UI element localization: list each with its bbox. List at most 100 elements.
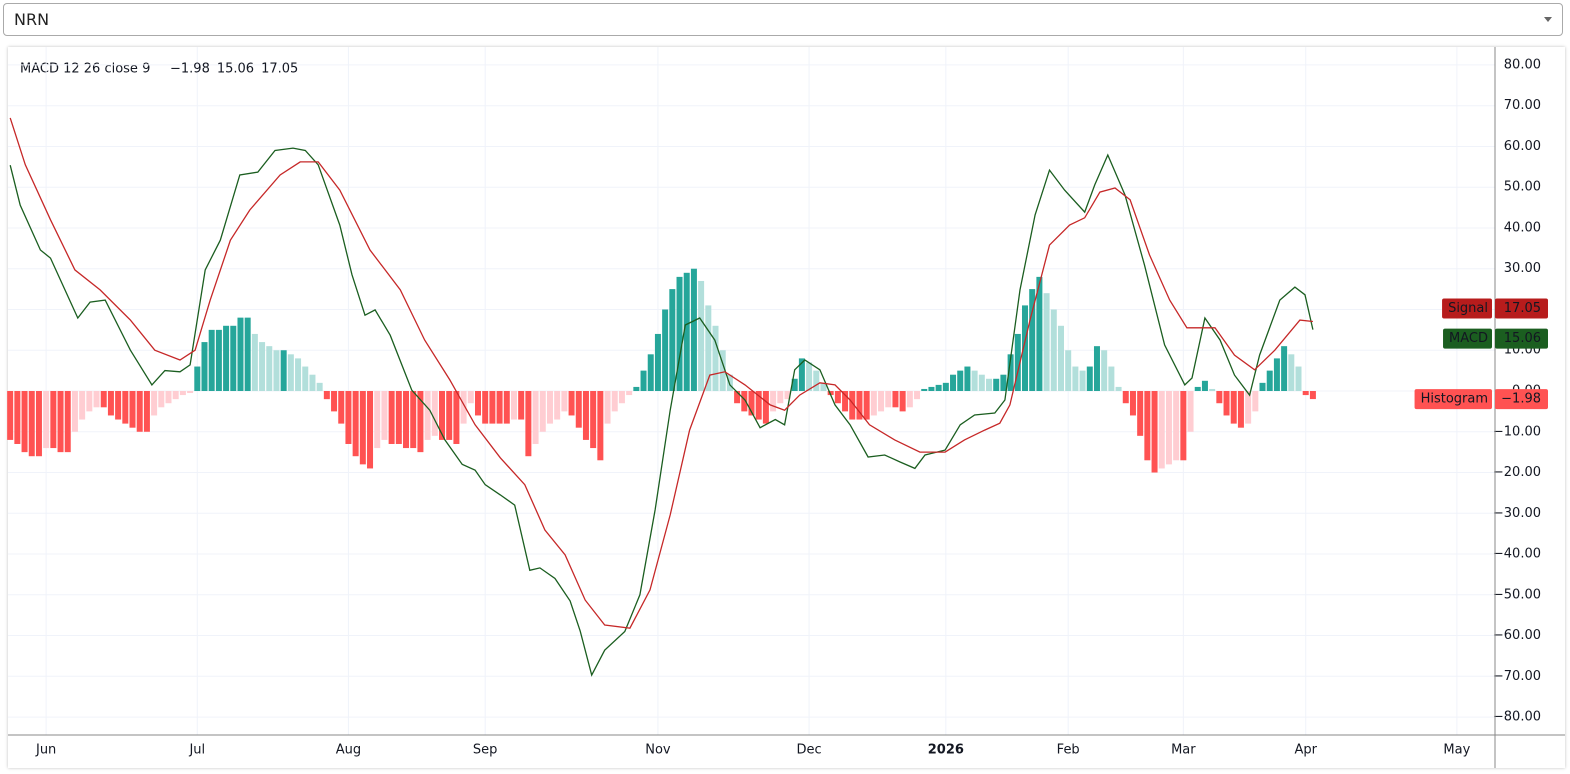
histogram-bar	[820, 382, 827, 391]
y-tick-label: 50.00	[1504, 180, 1541, 195]
histogram-bar	[417, 391, 424, 453]
histogram-bar	[626, 391, 633, 396]
histogram-bar	[950, 374, 957, 391]
histogram-bar	[503, 391, 510, 424]
histogram-bar	[172, 391, 179, 400]
histogram-bar	[309, 374, 316, 391]
histogram-bar	[1079, 370, 1086, 391]
legend-title: MACD 12 26 close 9	[20, 62, 150, 77]
histogram-bar	[698, 280, 705, 391]
histogram-bar	[129, 391, 136, 428]
chip-name: Signal	[1448, 301, 1488, 316]
histogram-bar	[395, 391, 402, 444]
histogram-bar	[100, 391, 107, 408]
histogram-bar	[1144, 391, 1151, 461]
legend-value: −1.98	[170, 62, 210, 77]
histogram-bar	[1137, 391, 1144, 436]
y-tick-label: 60.00	[1504, 139, 1541, 154]
histogram-bar	[403, 391, 410, 449]
y-tick-label: 70.00	[1504, 98, 1541, 113]
histogram-bar	[331, 391, 338, 412]
histogram-bar	[151, 391, 158, 416]
histogram-bar	[1201, 380, 1208, 391]
histogram-bar	[546, 391, 553, 424]
histogram-bar	[1057, 325, 1064, 391]
histogram-bar	[474, 391, 481, 416]
histogram-bar	[345, 391, 352, 444]
histogram-bar	[813, 370, 820, 391]
histogram-bar	[1194, 386, 1201, 391]
x-tick-label: Aug	[336, 743, 361, 758]
histogram-bar	[1043, 293, 1050, 391]
x-tick-label: Jun	[35, 743, 56, 758]
histogram-bar	[266, 346, 273, 391]
chip-name-bg	[1442, 298, 1492, 319]
histogram-bar	[842, 391, 849, 412]
histogram-bar	[978, 374, 985, 391]
x-tick-label: Dec	[797, 743, 822, 758]
histogram-bar	[453, 391, 460, 444]
chip-name-bg	[1443, 328, 1492, 349]
histogram-bar	[302, 366, 309, 391]
symbol-dropdown[interactable]: NRN	[3, 3, 1563, 36]
histogram-bar	[554, 391, 561, 420]
histogram-bar	[518, 391, 525, 420]
histogram-bar	[64, 391, 71, 453]
histogram-bar	[424, 391, 431, 440]
plot	[7, 47, 1495, 735]
histogram-bar	[935, 384, 942, 391]
histogram-bar	[863, 391, 870, 420]
y-tick-label: 30.00	[1504, 261, 1541, 276]
histogram-bar	[388, 391, 395, 444]
histogram-bar	[510, 391, 517, 420]
histogram-bar	[582, 391, 589, 440]
histogram-bar	[1000, 374, 1007, 391]
histogram-bar	[460, 391, 467, 424]
histogram-bar	[1022, 305, 1029, 391]
histogram-bar	[244, 317, 251, 391]
histogram-bar	[604, 391, 611, 424]
histogram-bar	[194, 366, 201, 391]
y-tick-label: −70.00	[1493, 669, 1541, 684]
histogram-bar	[1093, 346, 1100, 391]
x-tick-label: May	[1443, 743, 1470, 758]
histogram-bar	[741, 391, 748, 412]
histogram-bar	[892, 391, 899, 408]
y-tick-label: −10.00	[1493, 424, 1541, 439]
histogram-bar	[1259, 382, 1266, 391]
histogram-bar	[1266, 370, 1273, 391]
histogram-bar	[237, 317, 244, 391]
histogram-bar	[719, 350, 726, 391]
histogram-bar	[359, 391, 366, 465]
histogram-bar	[964, 366, 971, 391]
histogram-bar	[791, 378, 798, 391]
histogram-bar	[618, 391, 625, 404]
x-tick-label: Feb	[1057, 743, 1080, 758]
histogram-bar	[1288, 354, 1295, 391]
histogram-bar	[287, 354, 294, 391]
histogram-bar	[71, 391, 78, 432]
histogram-bar	[1252, 391, 1259, 412]
histogram-bar	[1281, 346, 1288, 391]
histogram-bar	[683, 272, 690, 391]
histogram-bar	[1237, 391, 1244, 428]
histogram-bar	[928, 386, 935, 391]
histogram-bar	[482, 391, 489, 424]
histogram-bar	[770, 391, 777, 412]
histogram-bar	[1223, 391, 1230, 416]
x-tick-label: Jul	[188, 743, 205, 758]
histogram-bar	[942, 382, 949, 391]
y-tick-label: −20.00	[1493, 465, 1541, 480]
histogram-bar	[165, 391, 172, 404]
histogram-bar	[439, 391, 446, 440]
histogram-bar	[1295, 366, 1302, 391]
histogram-bar	[827, 391, 834, 396]
histogram-bar	[1165, 391, 1172, 465]
histogram-bar	[107, 391, 114, 416]
histogram-bar	[230, 325, 237, 391]
histogram-bar	[856, 391, 863, 420]
histogram-bar	[1187, 391, 1194, 432]
chip-value-bg	[1495, 328, 1548, 349]
histogram-bar	[568, 391, 575, 416]
